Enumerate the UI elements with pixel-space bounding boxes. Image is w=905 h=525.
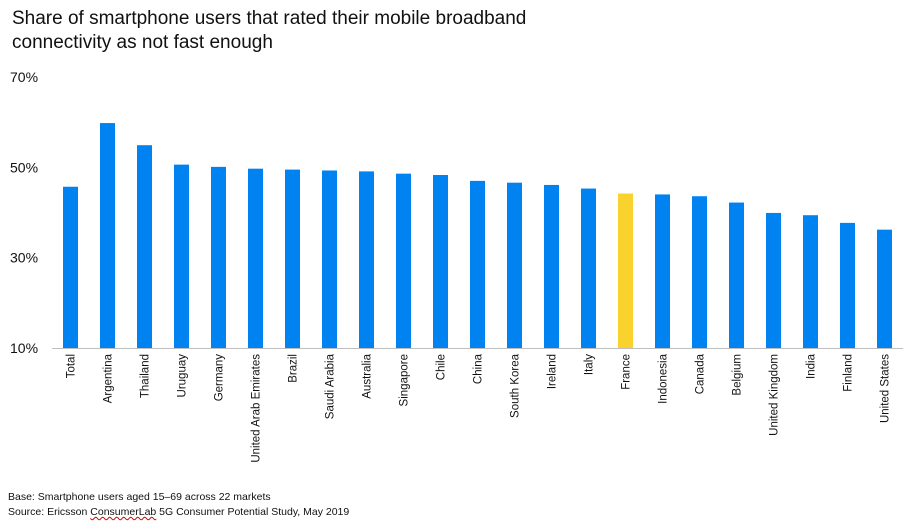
bar-total — [63, 186, 78, 348]
y-axis-ticks: 10% 30% 50% 70% — [10, 69, 38, 356]
x-tick-label: Italy — [584, 354, 596, 375]
bar-saudi-arabia — [322, 170, 337, 348]
bar-thailand — [137, 145, 152, 348]
bar-italy — [581, 188, 596, 348]
bar-germany — [211, 166, 226, 348]
x-tick-label: Argentina — [103, 353, 115, 403]
bar-brazil — [285, 169, 300, 348]
x-tick-label: Belgium — [732, 354, 744, 396]
y-tick-label: 30% — [10, 250, 38, 266]
source-flagged-word: ConsumerLab — [90, 506, 157, 518]
x-tick-label: India — [806, 353, 818, 379]
bar-united-arab-emirates — [248, 168, 263, 348]
bar-india — [803, 215, 818, 348]
x-tick-label: United States — [880, 354, 892, 423]
bar-finland — [840, 222, 855, 348]
x-tick-label: Brazil — [288, 354, 300, 383]
bar-australia — [359, 171, 374, 348]
bar-ireland — [544, 184, 559, 348]
bar-argentina — [100, 123, 115, 348]
bar-belgium — [729, 202, 744, 348]
bar-chile — [433, 175, 448, 348]
x-tick-label: Chile — [436, 354, 448, 380]
source-note: Source: Ericsson ConsumerLab 5G Consumer… — [8, 506, 349, 518]
y-tick-label: 10% — [10, 340, 38, 356]
bar-indonesia — [655, 194, 670, 348]
bar-south-korea — [507, 182, 522, 348]
bar-chart: 10% 30% 50% 70% Total Argentina Thailand Urugu… — [10, 69, 903, 463]
x-tick-label: Germany — [214, 354, 226, 402]
y-tick-label: 50% — [10, 159, 38, 175]
y-tick-label: 70% — [10, 69, 38, 85]
x-tick-label: Total — [66, 354, 78, 378]
x-tick-label: Indonesia — [658, 353, 670, 403]
x-tick-label: Ireland — [547, 354, 559, 389]
x-tick-label: China — [473, 353, 485, 384]
bar-uruguay — [174, 164, 189, 348]
bar-singapore — [396, 173, 411, 348]
base-note: Base: Smartphone users aged 15–69 across… — [8, 491, 271, 503]
bar-china — [470, 180, 485, 348]
x-tick-label: Saudi Arabia — [325, 353, 337, 419]
x-tick-label: Australia — [362, 353, 374, 398]
x-tick-label: Singapore — [399, 354, 411, 406]
source-suffix: 5G Consumer Potential Study, May 2019 — [156, 506, 350, 518]
source-prefix: Source: Ericsson — [8, 506, 91, 518]
bar-united-kingdom — [766, 212, 781, 348]
bars — [63, 123, 892, 348]
chart-title: Share of smartphone users that rated the… — [12, 8, 527, 53]
x-tick-label: South Korea — [510, 353, 522, 418]
x-tick-label: Canada — [695, 353, 707, 394]
x-tick-label: France — [621, 354, 633, 390]
x-tick-label: Finland — [843, 354, 855, 392]
bar-france — [618, 193, 633, 348]
bar-canada — [692, 196, 707, 348]
x-tick-label: United Arab Emirates — [251, 354, 263, 463]
x-tick-label: Thailand — [140, 354, 152, 398]
bar-united-states — [877, 229, 892, 348]
x-tick-label: Uruguay — [177, 354, 189, 398]
x-axis-labels: Total Argentina Thailand Uruguay Germany Unit… — [66, 353, 892, 462]
x-tick-label: United Kingdom — [769, 354, 781, 436]
